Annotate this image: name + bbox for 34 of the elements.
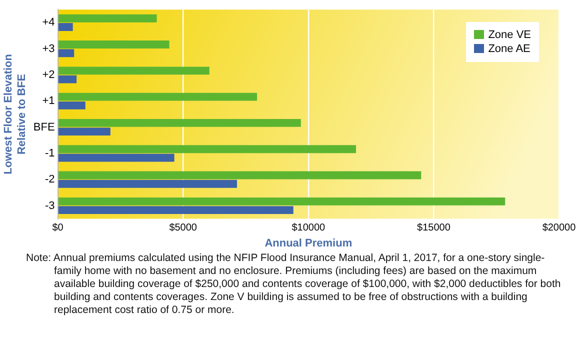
x-tick-label: $10000 [292, 222, 326, 234]
y-tick-label: -1 [45, 147, 55, 160]
y-tick-label: -3 [45, 200, 55, 212]
bar [58, 206, 294, 214]
legend-label: Zone VE [488, 28, 531, 41]
text: Note: Annual premiums calculated using the NFIP Flood Insurance Manual, April 1, 2017, for a one-story single-family home with no basement and no enclosure. Premiums (including fees) are based on the maximum available building coverage of $250,000 and contents coverage of $100,000, with $2,000 deductibles for both building and contents coverages. Zone V building is assumed to be free of obstructions with a building replacement cost ratio of 0.75 or more. [26, 252, 562, 317]
bar [58, 40, 170, 48]
y-tick-label: +1 [42, 95, 55, 108]
x-tick-label: $5000 [169, 222, 198, 234]
bar [58, 154, 174, 162]
bar [58, 101, 86, 110]
y-tick-label: -2 [45, 174, 55, 186]
bar [58, 92, 258, 101]
x-tick-label: $15000 [417, 222, 451, 234]
bar [58, 197, 506, 206]
y-tick-label: +3 [42, 42, 55, 55]
legend-label: Zone AE [488, 42, 530, 55]
x-tick-label: $20000 [542, 222, 576, 234]
bar [58, 145, 356, 154]
bar [58, 75, 77, 84]
bar [58, 23, 73, 31]
bar [58, 180, 237, 188]
bar [58, 14, 157, 22]
bar [58, 171, 422, 180]
y-tick-label: +2 [42, 69, 55, 82]
bar [58, 118, 301, 127]
x-tick-label: $0 [52, 222, 64, 234]
bar [58, 66, 210, 75]
bar [58, 128, 110, 136]
y-axis-title: Lowest Floor Elevation Relative to BFE [2, 54, 28, 174]
bar [58, 49, 74, 58]
x-axis-title: Annual Premium [264, 237, 352, 250]
y-tick-label: BFE [33, 121, 55, 134]
y-tick-label: +4 [42, 16, 55, 29]
